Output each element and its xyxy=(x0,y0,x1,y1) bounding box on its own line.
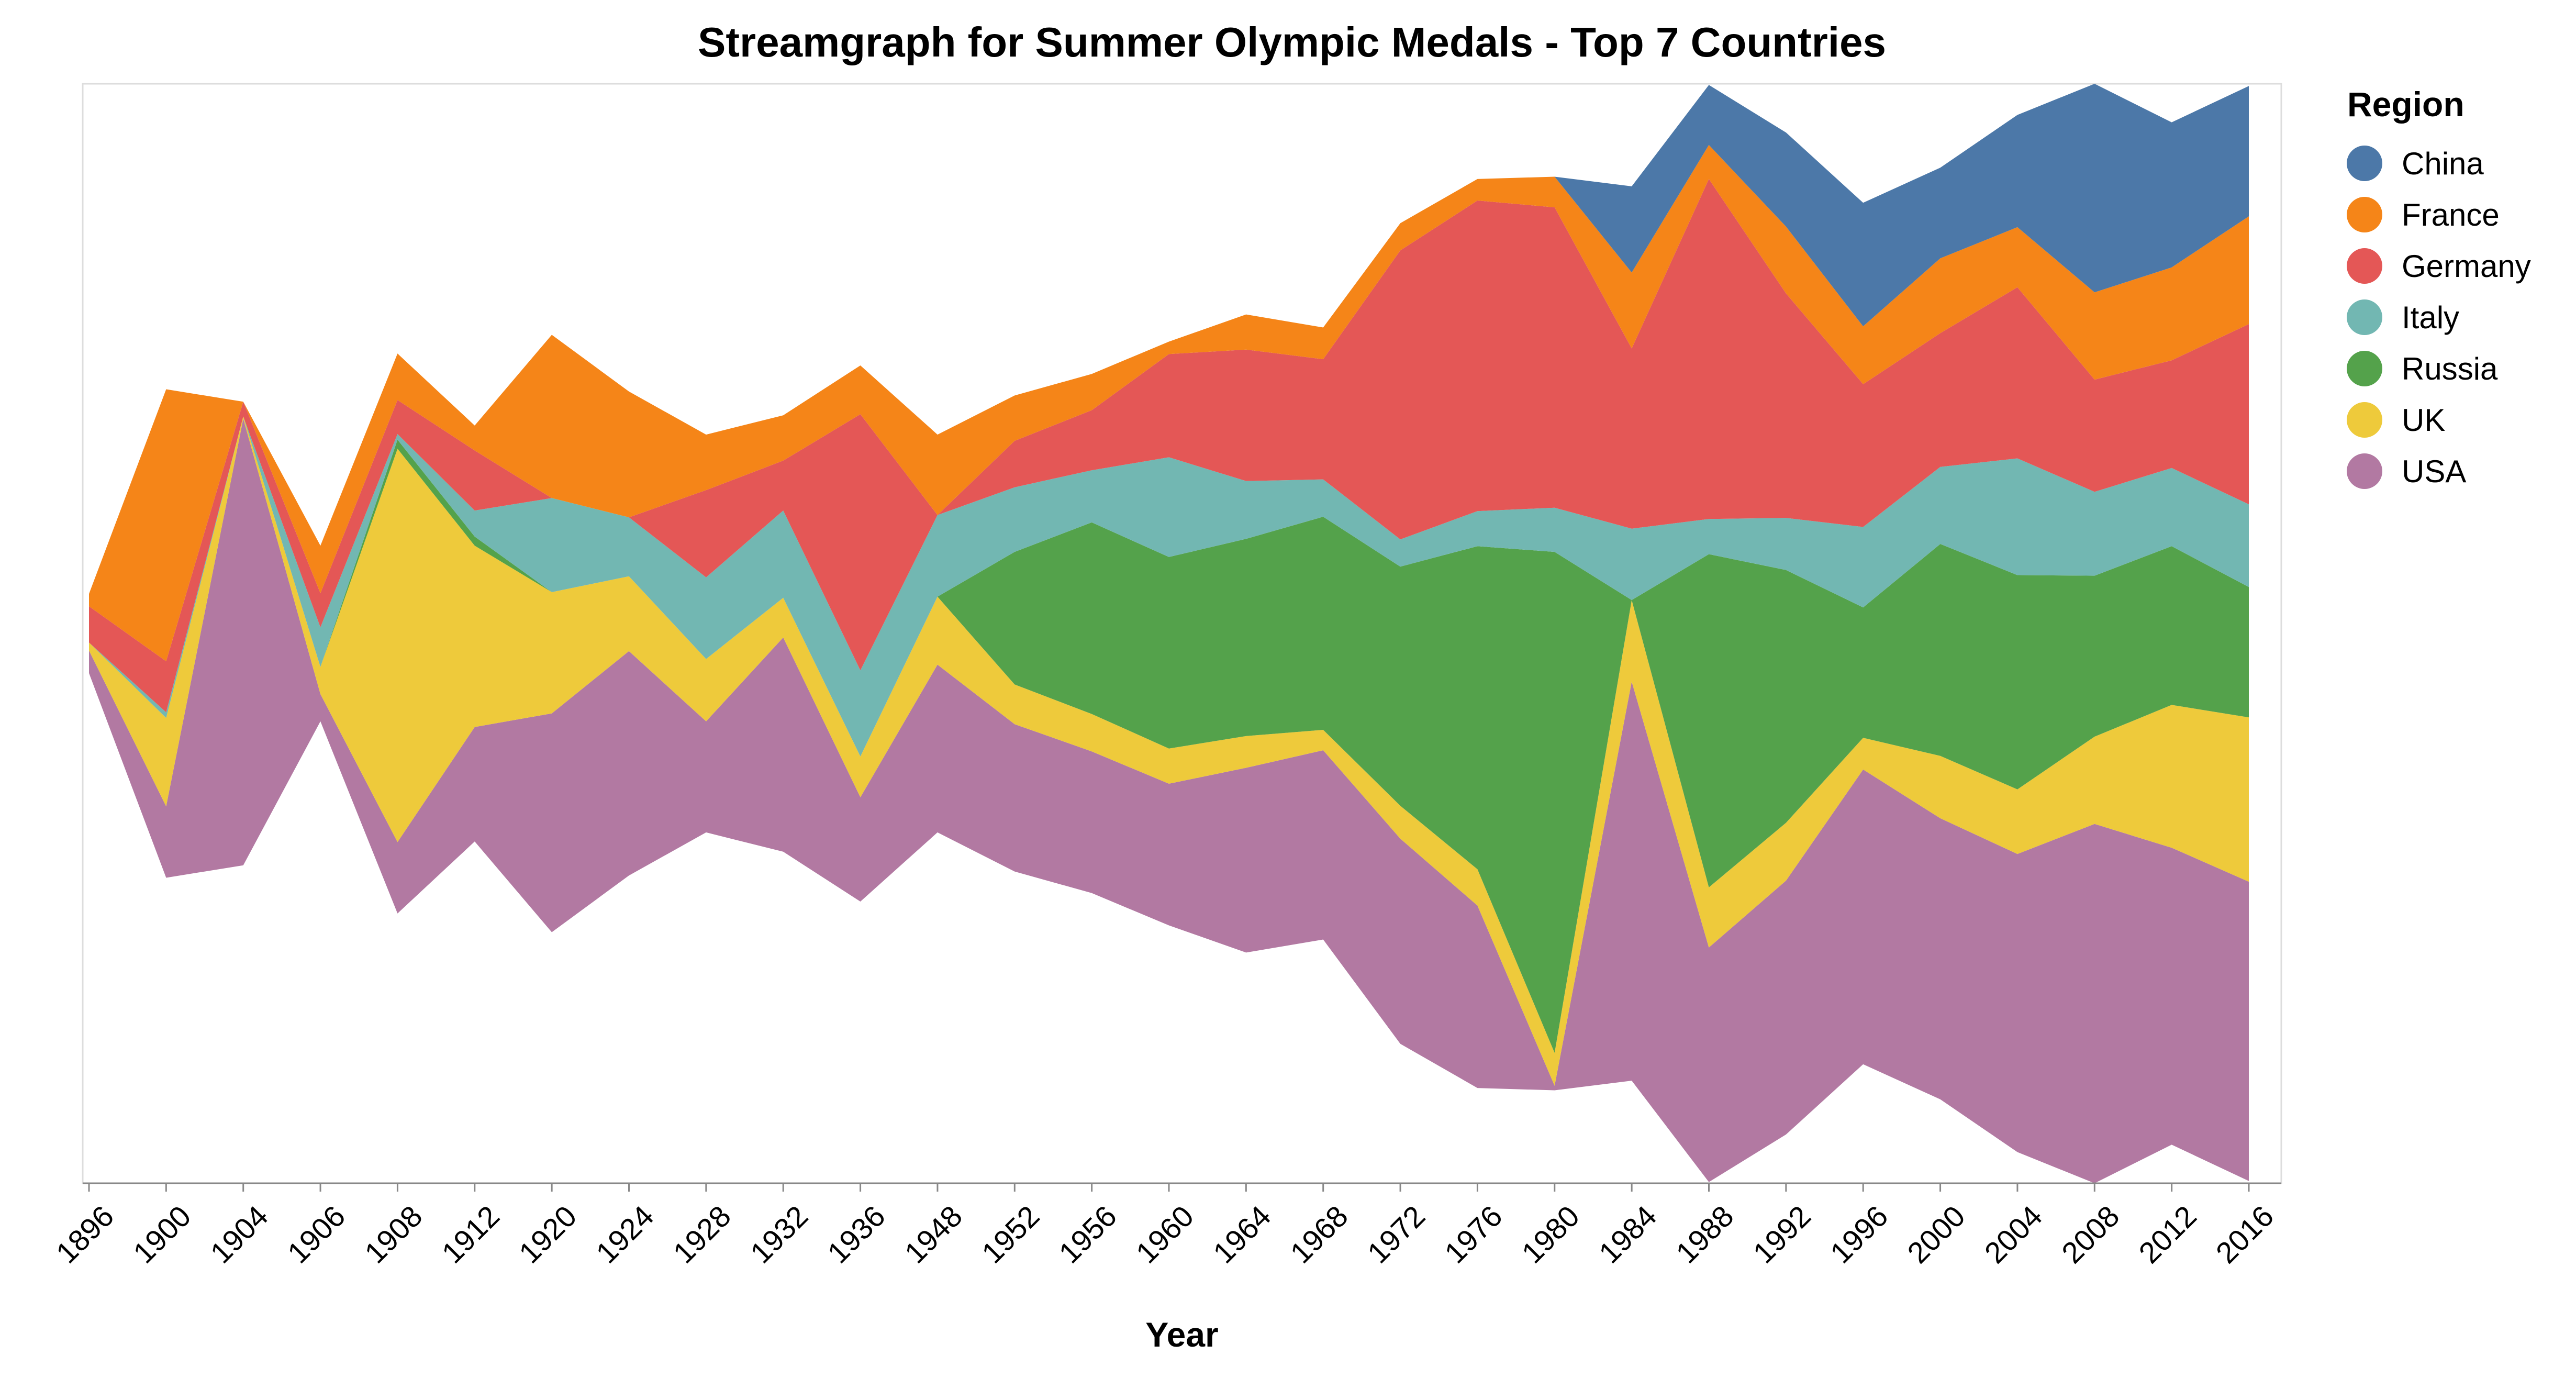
stream-areas xyxy=(89,84,2249,1184)
chart-title: Streamgraph for Summer Olympic Medals - … xyxy=(698,19,1886,65)
x-tick-label: 2016 xyxy=(2210,1199,2280,1270)
legend-title: Region xyxy=(2347,85,2465,124)
legend-label-russia: Russia xyxy=(2402,351,2498,386)
legend: China France Germany Italy Russia UK USA xyxy=(2347,146,2531,489)
x-tick-label: 1984 xyxy=(1592,1199,1663,1270)
area-russia xyxy=(89,416,2249,1053)
x-tick-label: 1896 xyxy=(50,1199,120,1270)
legend-label-uk: UK xyxy=(2402,403,2445,438)
legend-label-france: France xyxy=(2402,197,2500,232)
area-uk xyxy=(89,416,2249,1086)
legend-label-china: China xyxy=(2402,146,2484,181)
x-tick-label: 1924 xyxy=(590,1199,661,1270)
area-china xyxy=(89,84,2249,594)
x-tick-label: 1972 xyxy=(1361,1199,1432,1270)
legend-swatch-france xyxy=(2347,197,2382,232)
x-tick-label: 1992 xyxy=(1747,1199,1817,1270)
x-tick-label: 1928 xyxy=(667,1199,738,1270)
x-tick-label: 1976 xyxy=(1438,1199,1509,1270)
x-tick-label: 1952 xyxy=(975,1199,1046,1270)
x-tick-label: 1964 xyxy=(1207,1199,1277,1270)
area-usa xyxy=(89,418,2249,1184)
legend-swatch-usa xyxy=(2347,453,2382,489)
x-tick-label: 1904 xyxy=(204,1199,275,1270)
x-tick-label: 1988 xyxy=(1670,1199,1741,1270)
x-tick-label: 1960 xyxy=(1130,1199,1200,1270)
area-italy xyxy=(89,416,2249,757)
x-tick-label: 1956 xyxy=(1053,1199,1123,1270)
legend-label-italy: Italy xyxy=(2402,300,2459,335)
x-axis-title: Year xyxy=(1145,1315,1218,1354)
legend-swatch-russia xyxy=(2347,351,2382,386)
x-tick-label: 2012 xyxy=(2133,1199,2203,1270)
legend-label-germany: Germany xyxy=(2402,249,2531,284)
legend-swatch-germany xyxy=(2347,248,2382,284)
legend-swatch-italy xyxy=(2347,299,2382,335)
x-tick-label: 1906 xyxy=(281,1199,352,1270)
x-tick-label: 1900 xyxy=(127,1199,197,1270)
x-tick-label: 1908 xyxy=(359,1199,429,1270)
legend-swatch-uk xyxy=(2347,402,2382,438)
x-tick-label: 1968 xyxy=(1284,1199,1355,1270)
x-axis-ticks: 1896 1900 1904 1906 1908 1912 1920 1924 1928 1932… xyxy=(50,1183,2280,1270)
x-tick-label: 2000 xyxy=(1901,1199,1972,1270)
x-tick-label: 1948 xyxy=(898,1199,969,1270)
x-tick-label: 1932 xyxy=(744,1199,815,1270)
legend-label-usa: USA xyxy=(2402,454,2466,489)
x-tick-label: 2008 xyxy=(2055,1199,2126,1270)
legend-swatch-china xyxy=(2347,146,2382,181)
x-tick-label: 1920 xyxy=(512,1199,583,1270)
x-tick-label: 1912 xyxy=(436,1199,506,1270)
x-tick-label: 2004 xyxy=(1978,1199,2049,1270)
area-germany xyxy=(89,179,2249,713)
x-tick-label: 1936 xyxy=(821,1199,892,1270)
x-tick-label: 1980 xyxy=(1515,1199,1586,1270)
area-france xyxy=(89,145,2249,661)
x-tick-label: 1996 xyxy=(1824,1199,1894,1270)
